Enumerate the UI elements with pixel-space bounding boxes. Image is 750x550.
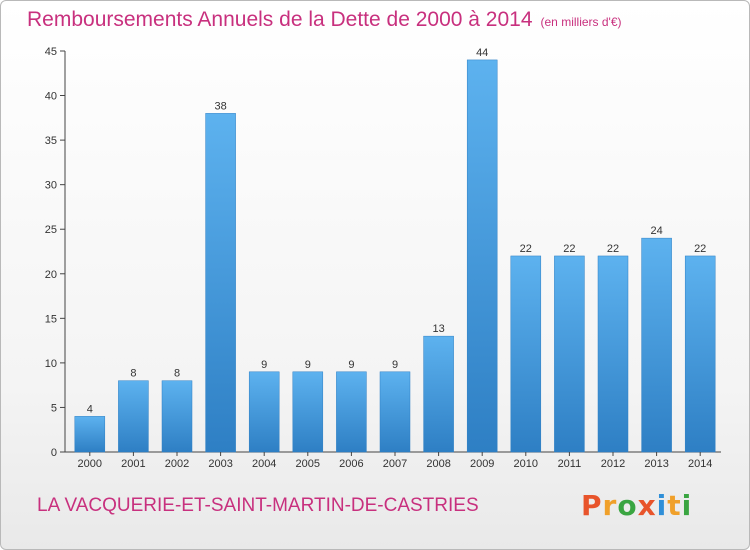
bar (336, 371, 367, 453)
bar-value-label: 22 (607, 243, 619, 255)
bar-value-label: 38 (214, 100, 226, 112)
y-tick-label: 30 (45, 180, 57, 192)
y-tick-label: 35 (45, 135, 57, 147)
bar (597, 255, 629, 453)
bar (205, 113, 236, 453)
x-tick-label: 2011 (558, 458, 582, 470)
bar-value-label: 44 (476, 47, 488, 59)
x-tick-label: 2001 (121, 458, 145, 470)
bar-value-label: 9 (392, 359, 398, 371)
bar (379, 371, 411, 453)
bar-value-label: 9 (305, 359, 311, 371)
x-tick-label: 2000 (78, 458, 102, 470)
x-tick-label: 2009 (470, 458, 494, 470)
logo-letter: i (681, 489, 693, 522)
y-tick-label: 45 (45, 46, 57, 58)
y-tick-label: 25 (45, 224, 57, 236)
y-tick-label: 5 (51, 402, 57, 414)
y-tick-label: 15 (45, 313, 57, 325)
chart-title: Remboursements Annuels de la Dette de 20… (27, 8, 622, 32)
logo-letter: i (656, 489, 668, 522)
bar (684, 255, 716, 453)
bar-value-label: 8 (174, 368, 180, 380)
bar (510, 255, 542, 453)
bar (292, 371, 324, 453)
chart-title-text: Remboursements Annuels de la Dette de 20… (27, 8, 533, 31)
x-tick-label: 2007 (383, 458, 407, 470)
x-tick-label: 2010 (514, 458, 538, 470)
logo-letter: P (581, 489, 603, 522)
bar (161, 380, 193, 453)
bar (641, 237, 672, 453)
bar (74, 416, 106, 453)
bar (423, 335, 454, 453)
y-tick-label: 10 (45, 358, 57, 370)
x-tick-label: 2013 (644, 458, 668, 470)
x-tick-label: 2012 (601, 458, 625, 470)
x-tick-label: 2006 (339, 458, 363, 470)
bar (466, 59, 498, 453)
x-tick-label: 2003 (208, 458, 232, 470)
bar-value-label: 4 (87, 403, 93, 415)
bar-value-label: 22 (563, 243, 575, 255)
bar-value-label: 24 (650, 225, 662, 237)
y-tick-label: 20 (45, 269, 57, 281)
bar-value-label: 9 (261, 359, 267, 371)
logo-letter: x (637, 489, 657, 522)
bar-value-label: 9 (348, 359, 354, 371)
x-tick-label: 2008 (426, 458, 450, 470)
chart-subtitle: (en milliers d'€) (540, 15, 622, 29)
proxiti-logo: Proxiti (581, 489, 692, 522)
x-tick-label: 2002 (165, 458, 189, 470)
bar-value-label: 22 (520, 243, 532, 255)
bar (554, 255, 585, 453)
x-tick-label: 2014 (688, 458, 712, 470)
bar-value-label: 8 (130, 368, 136, 380)
y-tick-label: 0 (51, 447, 57, 459)
logo-letter: r (602, 489, 618, 522)
logo-letter: o (617, 489, 638, 522)
bar-value-label: 22 (694, 243, 706, 255)
commune-name: LA VACQUERIE-ET-SAINT-MARTIN-DE-CASTRIES (37, 495, 479, 516)
y-tick-label: 40 (45, 91, 57, 103)
bar (248, 371, 280, 453)
logo-letter: t (667, 489, 682, 522)
x-tick-label: 2005 (296, 458, 320, 470)
bar (118, 380, 149, 453)
bar-value-label: 13 (432, 323, 444, 335)
x-tick-label: 2004 (252, 458, 276, 470)
